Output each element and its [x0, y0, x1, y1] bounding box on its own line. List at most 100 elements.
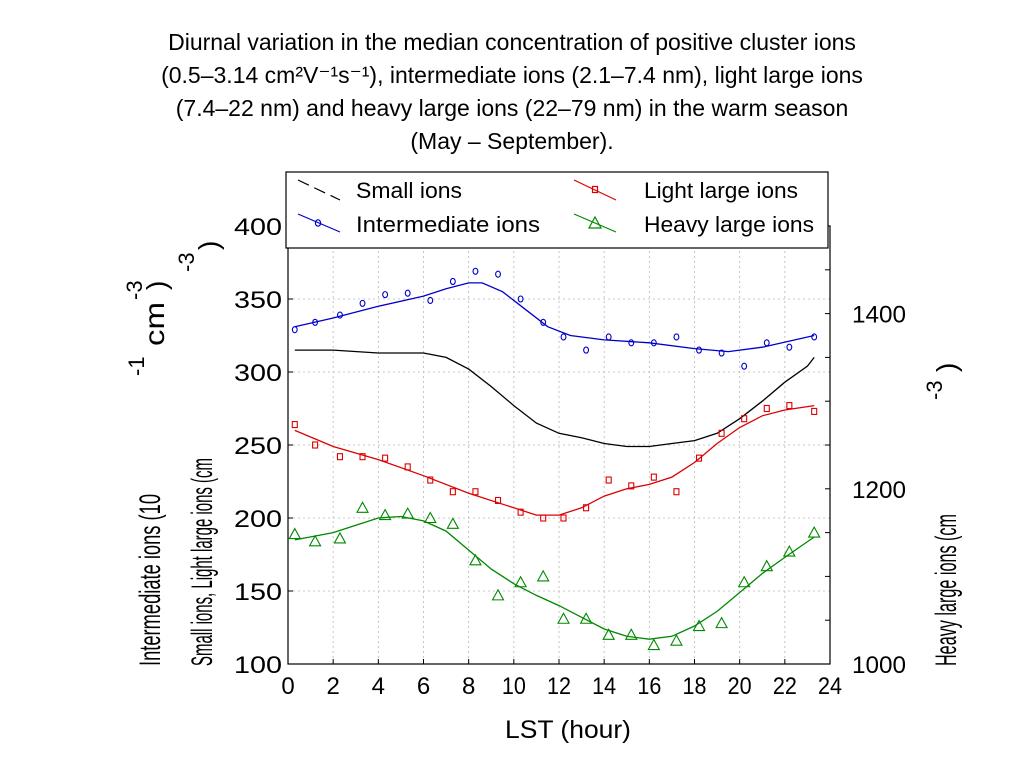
data-point-heavy-large-ions	[288, 527, 302, 540]
data-point-heavy-large-ions	[760, 559, 774, 572]
data-point-heavy-large-ions	[807, 525, 821, 538]
data-point-light-large-ions	[494, 496, 502, 505]
y-right-label-sup-2: )	[931, 363, 962, 372]
y-left-label-sup-4: )	[141, 281, 172, 290]
legend-entry-small-ions: Small ions	[297, 178, 462, 203]
data-point-heavy-large-ions	[737, 575, 751, 588]
data-point-intermediate-ions	[449, 277, 456, 286]
legend-entry-heavy-large-ions: Heavy large ions	[573, 212, 814, 237]
y-right-tick-labels: 1000 1200 1400	[852, 302, 906, 679]
data-point-intermediate-ions	[495, 270, 501, 278]
data-point-light-large-ions	[382, 454, 389, 462]
y-left-label-sup-5: -3	[174, 252, 199, 272]
x-tick-label: 10	[502, 673, 526, 700]
x-tick-label: 18	[683, 673, 707, 700]
data-point-heavy-large-ions	[602, 628, 616, 640]
data-point-intermediate-ions	[312, 318, 319, 326]
data-point-heavy-large-ions	[423, 511, 437, 524]
data-point-light-large-ions	[673, 488, 680, 496]
series-line-small-ions	[294, 349, 815, 448]
data-point-heavy-large-ions	[333, 531, 347, 544]
data-point-light-large-ions	[605, 476, 612, 484]
grid-lines	[288, 226, 830, 664]
x-tick-label: 24	[818, 673, 842, 700]
data-point-light-large-ions	[312, 441, 319, 449]
legend-entry-intermediate-ions: Intermediate ions	[297, 212, 540, 237]
data-point-heavy-large-ions	[692, 619, 706, 632]
data-point-light-large-ions	[427, 476, 434, 484]
y-left-tick-label: 400	[234, 214, 282, 241]
data-point-light-large-ions	[517, 508, 524, 516]
legend-label-intermediate-ions: Intermediate ions	[356, 212, 540, 237]
data-point-intermediate-ions	[673, 333, 680, 341]
legend-marker-light-large-ions	[591, 185, 599, 194]
y-left-tick-label: 150	[234, 579, 282, 606]
x-tick-label: 4	[372, 673, 385, 700]
data-point-heavy-large-ions	[536, 569, 550, 582]
y-left-tick-label: 350	[234, 287, 282, 314]
data-point-intermediate-ions	[404, 289, 411, 297]
data-point-light-large-ions	[291, 421, 298, 429]
data-point-light-large-ions	[650, 473, 657, 481]
chart-title-line-4: (May – September).	[410, 128, 614, 154]
data-point-intermediate-ions	[786, 343, 793, 351]
data-point-light-large-ions	[786, 402, 793, 410]
data-point-light-large-ions	[359, 453, 366, 461]
series-heavy-large-ions	[288, 501, 821, 651]
data-point-intermediate-ions	[560, 333, 567, 341]
x-tick-label: 0	[281, 673, 294, 700]
chart-title-line-1: Diurnal variation in the median concentr…	[168, 29, 856, 55]
y-right-label-sup-1: -3	[922, 380, 947, 400]
x-axis-label: LST (hour)	[505, 716, 631, 744]
y-right-label: Heavy large ions (cm	[930, 514, 963, 666]
data-point-heavy-large-ions	[624, 628, 638, 640]
x-tick-label: 20	[728, 673, 752, 700]
data-point-intermediate-ions	[336, 311, 343, 319]
data-point-heavy-large-ions	[308, 534, 322, 547]
y-left-label-sup-1: -1	[124, 356, 149, 376]
data-point-heavy-large-ions	[469, 553, 482, 566]
series-line-heavy-large-ions	[294, 515, 815, 640]
data-point-light-large-ions	[718, 429, 725, 437]
y-left-label-sup-6: )	[193, 241, 224, 250]
y-right-tick-label: 1400	[852, 302, 906, 329]
series-light-large-ions	[291, 402, 818, 522]
x-tick-label: 12	[547, 673, 571, 700]
data-point-light-large-ions	[336, 453, 343, 461]
series-intermediate-ions	[291, 267, 818, 370]
y-right-tick-label: 1000	[852, 652, 906, 679]
series-small-ions	[294, 349, 815, 448]
legend-line-heavy-large-ions	[573, 213, 617, 233]
data-point-intermediate-ions	[583, 346, 590, 354]
data-point-intermediate-ions	[605, 333, 612, 341]
y-left-tick-labels: 100 150 200 250 300 350 400	[234, 214, 282, 679]
y-left-label-sup-3: -3	[122, 280, 147, 300]
legend: Small ions Intermediate ions Light large…	[285, 171, 829, 249]
data-point-heavy-large-ions	[715, 616, 729, 629]
legend-marker-heavy-large-ions	[587, 215, 603, 229]
x-tick-label: 16	[637, 673, 661, 700]
chart-title: Diurnal variation in the median concentr…	[40, 26, 984, 158]
x-tick-label: 22	[773, 673, 797, 700]
legend-line-intermediate-ions	[297, 213, 341, 233]
legend-box	[285, 171, 829, 249]
y-left-tick-label: 100	[234, 652, 282, 679]
data-point-light-large-ions	[763, 404, 770, 413]
data-point-heavy-large-ions	[579, 612, 593, 624]
data-point-heavy-large-ions	[378, 508, 392, 521]
data-point-intermediate-ions	[763, 339, 770, 347]
y-left-label-sup-2: cm	[139, 302, 170, 346]
data-point-light-large-ions	[583, 504, 590, 512]
data-point-heavy-large-ions	[446, 517, 460, 529]
legend-entry-light-large-ions: Light large ions	[573, 178, 798, 203]
data-point-intermediate-ions	[696, 346, 702, 354]
x-tick-labels: 0 2 4 6 8 10 12 14 16 18 20 22 24	[281, 673, 842, 700]
data-point-heavy-large-ions	[557, 612, 570, 624]
data-point-intermediate-ions	[540, 318, 547, 326]
x-tick-label: 2	[326, 673, 339, 700]
data-point-heavy-large-ions	[356, 501, 369, 513]
y-left-tick-label: 300	[234, 360, 282, 387]
series-line-intermediate-ions	[294, 282, 815, 353]
legend-marker-intermediate-ions	[314, 219, 322, 227]
